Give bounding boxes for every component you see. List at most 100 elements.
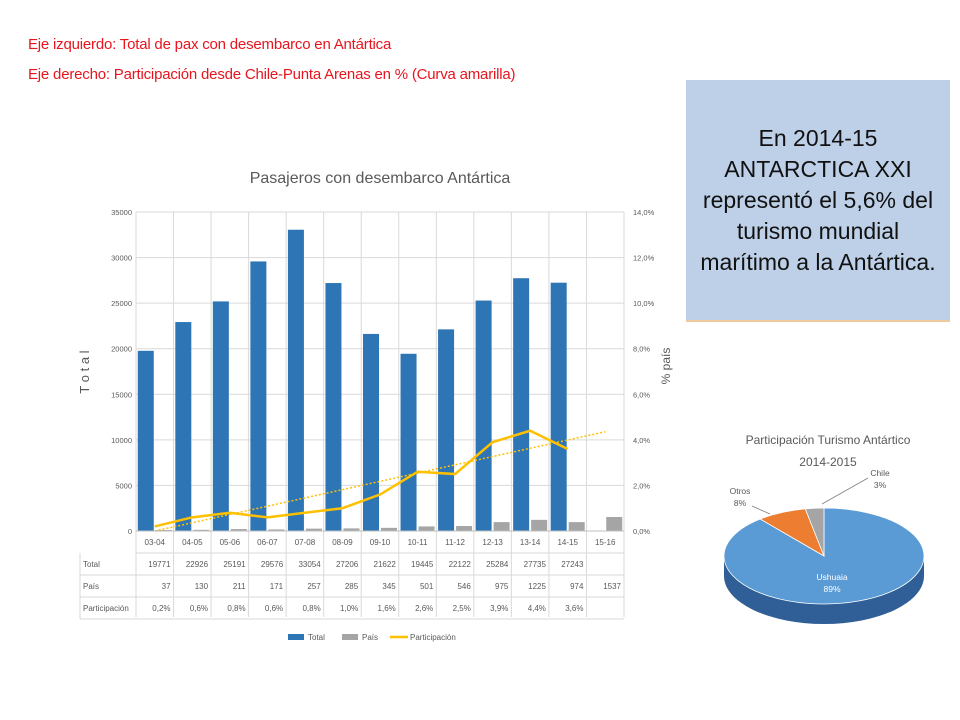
table-cell: 33054 <box>298 560 321 569</box>
bar-pais <box>343 528 360 531</box>
bar-pais <box>456 526 473 531</box>
x-tick-label: 07-08 <box>295 538 316 547</box>
line-participacion <box>154 429 569 528</box>
table-cell: 171 <box>270 582 284 591</box>
y2-tick-label: 6,0% <box>633 390 650 399</box>
y2-axis-label: % país <box>659 348 673 385</box>
x-tick-label: 14-15 <box>557 538 578 547</box>
table-cell: 257 <box>307 582 321 591</box>
table-cell: 0,2% <box>152 604 170 613</box>
x-tick-label: 03-04 <box>145 538 166 547</box>
pie-label: Ushuaia <box>816 572 847 582</box>
table-cell: 27735 <box>524 560 547 569</box>
pie-leader-line <box>821 477 869 505</box>
bar-pais <box>230 529 247 531</box>
table-cell: 19445 <box>411 560 434 569</box>
pie-slice <box>804 507 825 557</box>
x-tick-label: 04-05 <box>182 538 203 547</box>
table-cell: 211 <box>233 582 246 591</box>
bar-total <box>175 322 192 531</box>
bar-total <box>475 300 492 531</box>
table-cell: 1,6% <box>378 604 396 613</box>
bar-total <box>438 329 455 531</box>
table-cell: 27243 <box>561 560 584 569</box>
table-cell: 21622 <box>374 560 397 569</box>
legend-label: País <box>362 633 378 642</box>
pie-value: 8% <box>734 498 747 508</box>
y2-tick-label: 14,0% <box>633 208 655 217</box>
bar-pais <box>493 522 510 531</box>
table-cell: 25284 <box>486 560 509 569</box>
x-tick-label: 12-13 <box>482 538 503 547</box>
table-cell: 3,9% <box>490 604 508 613</box>
y2-tick-label: 10,0% <box>633 299 655 308</box>
table-cell: 0,6% <box>265 604 283 613</box>
callout-text: En 2014-15 ANTARCTICA XXI representó el … <box>700 124 936 275</box>
table-cell: 0,8% <box>302 604 320 613</box>
y-tick-label: 25000 <box>111 299 132 308</box>
bar-pais <box>155 530 172 531</box>
table-cell: 25191 <box>223 560 246 569</box>
bar-total <box>550 282 567 531</box>
pie-slice <box>759 508 825 557</box>
y2-tick-label: 8,0% <box>633 345 650 354</box>
bar-total <box>325 283 342 531</box>
bar-pais <box>381 527 397 531</box>
bar-total <box>250 261 267 531</box>
table-cell: 1225 <box>528 582 546 591</box>
bar-total <box>363 333 379 531</box>
bar-total <box>400 353 417 531</box>
bar-total <box>513 278 530 531</box>
y-tick-label: 5000 <box>115 481 132 490</box>
table-cell: 37 <box>162 582 171 591</box>
table-cell: 1,0% <box>340 604 358 613</box>
table-cell: 974 <box>570 582 584 591</box>
table-cell: 27206 <box>336 560 359 569</box>
y-tick-label: 30000 <box>111 254 132 263</box>
table-cell: 546 <box>457 582 471 591</box>
bar-total <box>212 301 229 531</box>
table-cell: 0,8% <box>227 604 245 613</box>
table-row-label: Participación <box>83 604 129 613</box>
table-cell: 3,6% <box>565 604 583 613</box>
pie-label: Chile <box>870 468 890 478</box>
table-cell: 0,6% <box>190 604 208 613</box>
x-tick-label: 06-07 <box>257 538 278 547</box>
legend-label: Participación <box>410 633 456 642</box>
pie-slice <box>723 507 925 605</box>
trendline-participacion <box>154 431 606 532</box>
bar-total <box>287 229 304 532</box>
bar-pais <box>568 522 585 531</box>
bar-pais <box>193 529 210 531</box>
bar-pais <box>606 516 623 531</box>
pie-title: Participación Turismo Antártico <box>746 433 911 447</box>
pie-slice-side <box>724 556 924 624</box>
table-cell: 19771 <box>148 560 171 569</box>
y-tick-label: 20000 <box>111 345 132 354</box>
table-cell: 1537 <box>603 582 621 591</box>
table-cell: 2,6% <box>415 604 433 613</box>
header-line-2: Eje derecho: Participación desde Chile-P… <box>28 66 516 83</box>
table-cell: 4,4% <box>528 604 546 613</box>
legend-swatch <box>288 634 304 640</box>
header-line-1: Eje izquierdo: Total de pax con desembar… <box>28 36 392 53</box>
x-tick-label: 05-06 <box>220 538 241 547</box>
table-cell: 285 <box>345 582 359 591</box>
x-tick-label: 08-09 <box>332 538 353 547</box>
table-row-label: Total <box>83 560 100 569</box>
legend-label: Total <box>308 633 325 642</box>
bar-pais <box>268 529 285 531</box>
table-cell: 22926 <box>186 560 209 569</box>
table-cell: 29576 <box>261 560 284 569</box>
y2-tick-label: 0,0% <box>633 527 650 536</box>
bar-pais <box>531 519 548 531</box>
x-tick-label: 10-11 <box>408 538 428 547</box>
callout-box: En 2014-15 ANTARCTICA XXI representó el … <box>686 80 950 322</box>
y-axis-label: T o t a l <box>77 350 92 393</box>
y2-tick-label: 4,0% <box>633 436 650 445</box>
bar-total <box>137 350 154 531</box>
pie-leader-line <box>751 505 771 515</box>
table-cell: 975 <box>495 582 509 591</box>
y-tick-label: 35000 <box>111 208 132 217</box>
x-tick-label: 13-14 <box>520 538 541 547</box>
